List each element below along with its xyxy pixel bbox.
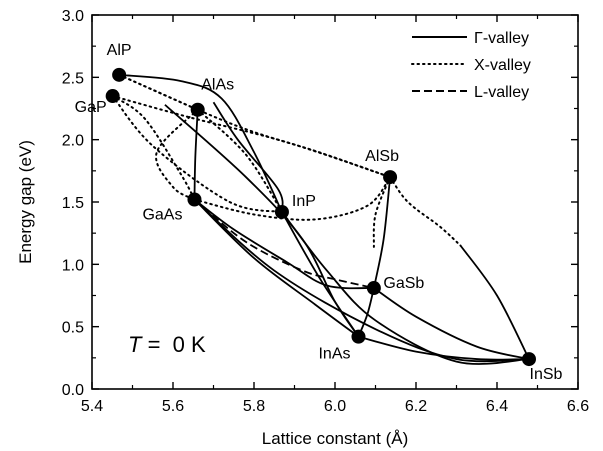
curve-solid-11 xyxy=(164,104,360,338)
point-gaas xyxy=(187,192,202,207)
curve-dotted-1 xyxy=(118,73,392,179)
point-label-gaas: GaAs xyxy=(142,207,182,224)
legend: Γ-valley X-valley L-valley xyxy=(411,30,531,101)
temperature-value: = 0 K xyxy=(141,332,206,357)
point-label-inp: InP xyxy=(292,193,316,210)
point-inp xyxy=(274,204,289,219)
curve-dotted-3 xyxy=(111,95,196,201)
curve-dotted-7 xyxy=(389,176,462,247)
curve-solid-21 xyxy=(459,245,530,360)
point-inas xyxy=(351,329,366,344)
x-tick-label: 5.6 xyxy=(162,398,184,415)
curve-dotted-4 xyxy=(196,108,283,213)
curve-solid-20 xyxy=(373,287,530,360)
point-insb xyxy=(521,352,536,367)
point-label-inas: InAs xyxy=(318,346,350,363)
data-points: AlP GaP AlAs AlSb GaAs InP GaSb InAs InSb xyxy=(75,42,563,383)
point-alp xyxy=(112,67,127,82)
curve-dotted-6 xyxy=(193,176,392,221)
temperature-annotation: T = 0 K xyxy=(128,332,206,357)
curve-dotted-8 xyxy=(372,176,392,248)
y-tick-label: 1.0 xyxy=(62,257,84,274)
y-tick-label: 0.0 xyxy=(62,382,84,399)
y-tick-label: 2.5 xyxy=(62,70,84,87)
y-tick-label: 3.0 xyxy=(62,8,84,25)
point-label-alsb: AlSb xyxy=(365,148,399,165)
legend-label-gamma: Γ-valley xyxy=(474,30,529,47)
point-label-gap: GaP xyxy=(75,99,107,116)
curve-solid-16 xyxy=(281,211,360,338)
curves-layer xyxy=(111,73,530,365)
curve-solid-17 xyxy=(281,211,530,365)
curve-solid-10 xyxy=(119,73,283,213)
point-label-alas: AlAs xyxy=(201,77,234,94)
point-label-insb: InSb xyxy=(530,366,563,383)
x-axis-title: Lattice constant (Å) xyxy=(262,429,408,448)
x-tick-label: 6.6 xyxy=(567,398,589,415)
x-tick-label: 6.4 xyxy=(486,398,508,415)
point-alsb xyxy=(383,170,398,185)
y-tick-label: 0.5 xyxy=(62,320,84,337)
curve-solid-12 xyxy=(193,109,199,200)
point-label-alp: AlP xyxy=(107,42,132,59)
point-alas xyxy=(190,102,205,117)
curve-solid-14 xyxy=(193,198,360,338)
point-gasb xyxy=(366,281,381,296)
x-tick-label: 6.0 xyxy=(324,398,346,415)
curve-solid-22 xyxy=(212,101,284,213)
legend-label-x: X-valley xyxy=(474,57,531,74)
axis-ticks: 5.4 5.6 5.8 6.0 6.2 6.4 6.6 0.0 0.5 1.0 1.5 2.0 2.5 3… xyxy=(62,8,589,415)
y-tick-label: 2.0 xyxy=(62,133,84,150)
curve-solid-15 xyxy=(193,198,529,363)
point-label-gasb: GaSb xyxy=(383,275,424,292)
point-gap xyxy=(105,89,120,104)
x-tick-label: 5.8 xyxy=(243,398,265,415)
curve-dotted-2 xyxy=(111,95,392,179)
x-tick-label: 6.2 xyxy=(405,398,427,415)
curve-dashed-24 xyxy=(193,198,375,289)
curve-dotted-9 xyxy=(111,95,283,213)
y-tick-label: 1.5 xyxy=(62,195,84,212)
legend-label-l: L-valley xyxy=(474,84,529,101)
curve-solid-18 xyxy=(358,335,529,361)
curve-solid-19 xyxy=(372,176,391,289)
y-axis-title: Energy gap (eV) xyxy=(16,140,35,264)
x-tick-label: 5.4 xyxy=(81,398,103,415)
temperature-var: T xyxy=(128,332,143,357)
curve-dotted-5 xyxy=(155,108,199,201)
